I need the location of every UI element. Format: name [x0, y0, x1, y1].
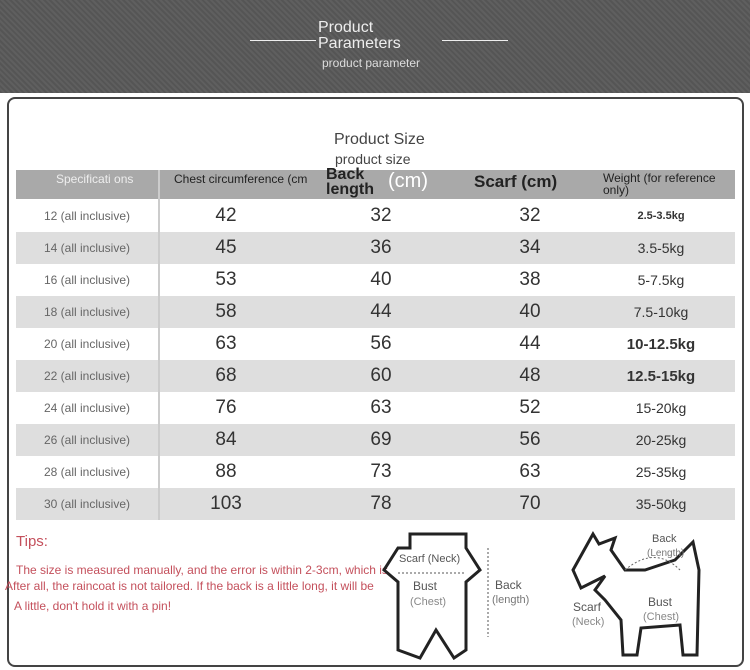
tips-line1: The size is measured manually, and the e…: [16, 563, 388, 577]
chest-cell: 42: [215, 205, 237, 226]
section-subtitle: product size: [335, 151, 411, 167]
weight-cell: 2.5-3.5kg: [637, 210, 685, 222]
weight-cell: 25-35kg: [635, 464, 687, 480]
weight-cell: 15-20kg: [635, 400, 687, 416]
table-row: 22 (all inclusive) 68 60 48 12.5-15kg: [16, 360, 735, 392]
dog-length-label: (Length): [647, 548, 684, 559]
scarf-cell: 34: [519, 237, 541, 258]
table-row: 20 (all inclusive) 63 56 44 10-12.5kg: [16, 328, 735, 360]
divider: [250, 40, 316, 41]
banner-title: Product Parameters: [318, 19, 401, 52]
tips-title: Tips:: [16, 533, 48, 550]
back-cell: 44: [370, 301, 392, 322]
table-row: 24 (all inclusive) 76 63 52 15-20kg: [16, 392, 735, 424]
spec-cell: 22 (all inclusive): [43, 368, 131, 383]
column-divider: [158, 170, 160, 520]
scarf-cell: 40: [519, 301, 541, 322]
scarf-cell: 70: [519, 493, 541, 514]
back-cell: 78: [370, 493, 392, 514]
spec-cell: 30 (all inclusive): [43, 496, 131, 511]
table-row: 18 (all inclusive) 58 44 40 7.5-10kg: [16, 296, 735, 328]
table-row: 14 (all inclusive) 45 36 34 3.5-5kg: [16, 232, 735, 264]
divider: [442, 40, 508, 41]
chest-cell: 84: [215, 429, 237, 450]
length-label: (length): [492, 594, 529, 606]
spec-cell: 28 (all inclusive): [43, 464, 131, 479]
chest-cell: 68: [215, 365, 237, 386]
weight-cell: 7.5-10kg: [633, 304, 689, 320]
weight-cell: 35-50kg: [635, 496, 687, 512]
tips-line3: A little, don't hold it with a pin!: [14, 599, 172, 613]
chest-label: (Chest): [410, 596, 446, 608]
chest-cell: 76: [215, 397, 237, 418]
dog-neck-label: (Neck): [572, 616, 604, 628]
chest-cell: 88: [215, 461, 237, 482]
scarf-label: Scarf (Neck): [399, 553, 460, 565]
chest-cell: 53: [215, 269, 237, 290]
header-unit: (cm): [388, 170, 428, 192]
header-spec: Specificati ons: [56, 172, 134, 186]
table-row: 26 (all inclusive) 84 69 56 20-25kg: [16, 424, 735, 456]
chest-cell: 103: [210, 493, 242, 514]
spec-cell: 18 (all inclusive): [43, 304, 131, 319]
spec-cell: 20 (all inclusive): [43, 336, 131, 351]
spec-cell: 14 (all inclusive): [43, 240, 131, 255]
banner-subtitle: product parameter: [322, 56, 421, 70]
header-scarf: Scarf (cm): [474, 172, 558, 191]
spec-cell: 26 (all inclusive): [43, 432, 131, 447]
chest-cell: 58: [215, 301, 237, 322]
tips-line2: After all, the raincoat is not tailored.…: [5, 579, 374, 593]
scarf-cell: 48: [519, 365, 541, 386]
chest-cell: 63: [215, 333, 237, 354]
weight-cell: 20-25kg: [635, 432, 687, 448]
back-cell: 69: [370, 429, 392, 450]
weight-cell: 12.5-15kg: [626, 367, 696, 385]
dog-chest-label: (Chest): [643, 611, 679, 623]
raincoat-diagram: Scarf (Neck) Bust (Chest) Back (length): [382, 532, 529, 660]
spec-cell: 24 (all inclusive): [43, 400, 131, 415]
weight-cell: 10-12.5kg: [626, 335, 696, 353]
spec-cell: 12 (all inclusive): [43, 208, 131, 223]
spec-cell: 16 (all inclusive): [43, 272, 131, 287]
table-row: 28 (all inclusive) 88 73 63 25-35kg: [16, 456, 735, 488]
section-title: Product Size: [334, 131, 425, 148]
banner: Product Parameters product parameter: [0, 0, 750, 93]
table-header: Specificati ons Chest circumference (cm …: [16, 166, 735, 199]
chest-cell: 45: [215, 237, 237, 258]
back-cell: 36: [370, 237, 392, 258]
weight-cell: 5-7.5kg: [637, 272, 685, 288]
scarf-cell: 63: [519, 461, 541, 482]
back-cell: 40: [370, 269, 392, 290]
back-cell: 56: [370, 333, 392, 354]
table-row: 16 (all inclusive) 53 40 38 5-7.5kg: [16, 264, 735, 296]
header-chest: Chest circumference (cm: [174, 172, 308, 186]
scarf-cell: 52: [519, 397, 541, 418]
back-cell: 63: [370, 397, 392, 418]
dog-diagram: Back (Length) Scarf (Neck) Bust (Chest): [571, 531, 701, 657]
table-row: 12 (all inclusive) 42 32 32 2.5-3.5kg: [16, 200, 735, 232]
weight-cell: 3.5-5kg: [637, 240, 685, 256]
scarf-cell: 44: [519, 333, 541, 354]
scarf-cell: 56: [519, 429, 541, 450]
header-weight: Weight (for reference only): [603, 171, 716, 197]
dog-back-label: Back: [652, 533, 677, 545]
header-back: Back length: [326, 166, 374, 198]
table-row: 30 (all inclusive) 103 78 70 35-50kg: [16, 488, 735, 520]
dog-bust-label: Bust: [648, 595, 673, 609]
back-cell: 32: [370, 205, 392, 226]
scarf-cell: 38: [519, 269, 541, 290]
bust-label: Bust: [413, 579, 438, 593]
dog-scarf-label: Scarf: [573, 600, 602, 614]
back-cell: 60: [370, 365, 392, 386]
scarf-cell: 32: [519, 205, 541, 226]
back-cell: 73: [370, 461, 392, 482]
back-label: Back: [495, 578, 523, 592]
